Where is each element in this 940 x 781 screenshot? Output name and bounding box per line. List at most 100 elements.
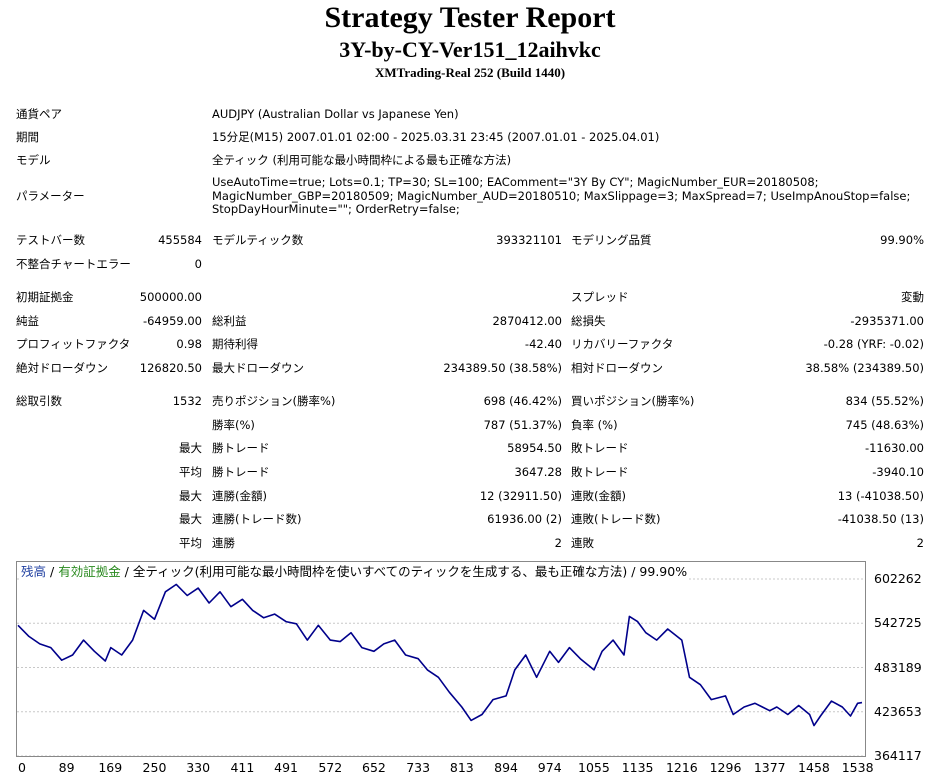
legend-sep-1: / (46, 564, 59, 579)
max-cons-loss-value: 13 (-41038.50) (837, 489, 924, 503)
chart-legend: 残高 / 有効証拠金 / 全ティック(利用可能な最小時間枠を使いすべてのティック… (21, 564, 688, 580)
rel-dd-value: 38.58% (234389.50) (805, 361, 924, 375)
y-tick-label: 364117 (874, 748, 922, 763)
y-tick-label: 483189 (874, 659, 922, 675)
recovery-value: -0.28 (YRF: -0.02) (823, 337, 924, 351)
symbol-value: AUDJPY (Australian Dollar vs Japanese Ye… (212, 107, 459, 121)
gross-loss-value: -2935371.00 (850, 314, 924, 328)
parameters-value: UseAutoTime=true; Lots=0.1; TP=30; SL=10… (212, 175, 911, 216)
max-cons-profit-label: 連勝(トレード数) (212, 512, 302, 526)
pf-value: 0.98 (176, 337, 202, 351)
x-tick-label: 89 (58, 760, 75, 775)
x-tick-label: 572 (318, 760, 343, 775)
abs-dd-label: 絶対ドローダウン (16, 361, 108, 375)
win-rate-label: 勝率(%) (212, 418, 255, 432)
ticks-label: モデルティック数 (212, 233, 304, 247)
max-cons-profit-value: 61936.00 (2) (487, 512, 562, 526)
pf-label: プロフィットファクタ (16, 337, 131, 351)
gross-loss-label: 総損失 (571, 314, 606, 328)
report-title: Strategy Tester Report (324, 1, 616, 34)
mismatch-value: 0 (194, 257, 202, 271)
x-tick-label: 1135 (621, 760, 654, 775)
max-word-2: 最大 (179, 489, 202, 503)
total-trades-value: 1532 (172, 394, 202, 408)
x-tick-label: 894 (494, 760, 518, 775)
avg-cons-win-label: 連勝 (212, 536, 235, 550)
max-cons-win-value: 12 (32911.50) (479, 489, 562, 503)
gross-profit-label: 総利益 (212, 314, 247, 328)
deposit-label: 初期証拠金 (16, 290, 74, 304)
max-word: 最大 (179, 441, 202, 455)
x-tick-label: 411 (230, 760, 255, 775)
total-trades-label: 総取引数 (16, 394, 62, 408)
loss-rate-value: 745 (48.63%) (845, 418, 924, 432)
rel-dd-label: 相対ドローダウン (571, 361, 663, 375)
x-tick-label: 1458 (798, 760, 830, 775)
x-tick-label: 1377 (753, 760, 786, 775)
net-label: 純益 (16, 314, 39, 328)
x-tick-label: 652 (362, 760, 386, 775)
legend-sep-2: / (120, 564, 133, 579)
report-subtitle: 3Y-by-CY-Ver151_12aihvkc (339, 37, 601, 62)
model-value: 全ティック (利用可能な最小時間枠による最も正確な方法) (212, 153, 512, 167)
max-cons-lossamt-label: 連敗(トレード数) (571, 512, 661, 526)
x-tick-label: 491 (274, 760, 298, 775)
short-value: 698 (46.42%) (483, 394, 562, 408)
max-cons-lossamt-value: -41038.50 (13) (837, 512, 924, 526)
period-label: 期間 (16, 130, 39, 144)
bars-label: テストバー数 (16, 233, 85, 247)
max-dd-label: 最大ドローダウン (212, 361, 304, 375)
period-value: 15分足(M15) 2007.01.01 02:00 - 2025.03.31 … (212, 130, 660, 144)
avg-cons-loss-label: 連敗 (571, 536, 594, 550)
payoff-value: -42.40 (524, 337, 562, 351)
model-label: モデル (16, 153, 51, 167)
long-value: 834 (55.52%) (845, 394, 924, 408)
legend-equity: 有効証拠金 (58, 564, 121, 579)
chart-plot (17, 578, 865, 756)
largest-loss-value: -11630.00 (864, 441, 924, 455)
balance-line (17, 583, 863, 727)
largest-loss-label: 敗トレード (571, 441, 629, 455)
report-server: XMTrading-Real 252 (Build 1440) (374, 65, 566, 80)
y-tick-label: 542725 (874, 615, 922, 631)
abs-dd-value: 126820.50 (139, 361, 202, 375)
x-tick-label: 974 (537, 760, 562, 775)
avg-win-value: 3647.28 (514, 465, 562, 479)
long-label: 買いポジション(勝率%) (571, 394, 695, 408)
avg-win-label: 勝トレード (212, 465, 270, 479)
spread-label: スプレッド (571, 290, 629, 304)
net-value: -64959.00 (142, 314, 202, 328)
win-rate-value: 787 (51.37%) (483, 418, 562, 432)
avg-cons-win-value: 2 (554, 536, 562, 550)
parameters-label: パラメーター (16, 189, 85, 203)
x-tick-label: 169 (98, 760, 123, 775)
x-tick-label: 1296 (709, 760, 742, 775)
x-tick-label: 0 (18, 760, 26, 775)
largest-win-label: 勝トレード (212, 441, 270, 455)
payoff-label: 期待利得 (212, 337, 258, 351)
avg-cons-loss-value: 2 (916, 536, 924, 550)
x-tick-label: 1538 (841, 760, 874, 775)
quality-value: 99.90% (880, 233, 924, 247)
ticks-value: 393321101 (496, 233, 562, 247)
x-tick-label: 733 (406, 760, 431, 775)
avg-word: 平均 (179, 465, 202, 479)
avg-word-2: 平均 (179, 536, 202, 550)
x-tick-label: 330 (186, 760, 211, 775)
max-word-3: 最大 (179, 512, 202, 526)
recovery-label: リカバリーファクタ (571, 337, 674, 351)
max-cons-loss-label: 連敗(金額) (571, 489, 626, 503)
x-tick-label: 1216 (665, 760, 698, 775)
x-tick-label: 813 (449, 760, 474, 775)
spread-value: 変動 (901, 290, 924, 304)
bars-value: 455584 (158, 233, 202, 247)
gross-profit-value: 2870412.00 (492, 314, 562, 328)
mismatch-label: 不整合チャートエラー (16, 257, 131, 271)
deposit-value: 500000.00 (139, 290, 202, 304)
y-tick-label: 423653 (874, 703, 922, 719)
max-dd-value: 234389.50 (38.58%) (443, 361, 562, 375)
quality-label: モデリング品質 (571, 233, 652, 247)
symbol-label: 通貨ペア (16, 107, 62, 121)
avg-loss-label: 敗トレード (571, 465, 629, 479)
balance-chart: 残高 / 有効証拠金 / 全ティック(利用可能な最小時間枠を使いすべてのティック… (16, 561, 866, 757)
